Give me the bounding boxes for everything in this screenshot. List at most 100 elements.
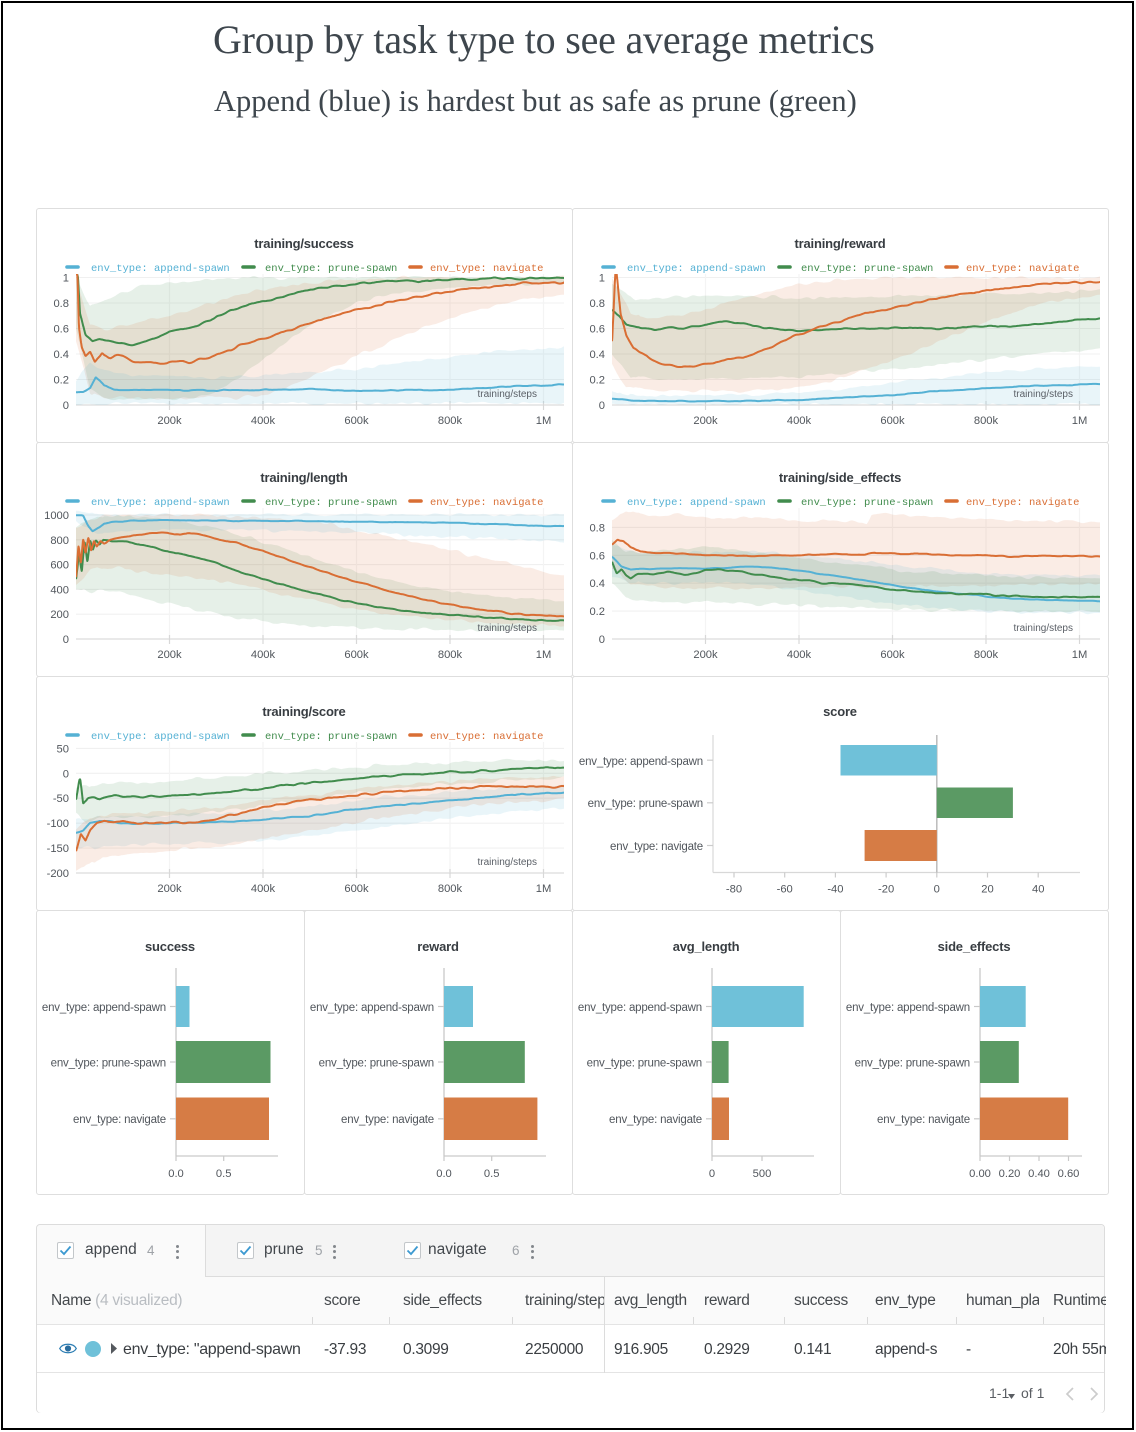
svg-text:0.60: 0.60 [1058, 1168, 1080, 1180]
svg-text:-60: -60 [777, 884, 793, 896]
svg-text:600k: 600k [344, 415, 369, 427]
svg-text:500: 500 [753, 1168, 772, 1180]
svg-text:0.5: 0.5 [216, 1168, 232, 1180]
svg-text:600k: 600k [344, 883, 369, 895]
svg-text:0: 0 [934, 884, 940, 896]
svg-text:env_type: navigate: env_type: navigate [430, 497, 543, 509]
svg-text:-50: -50 [53, 793, 69, 805]
svg-text:training/length: training/length [260, 470, 348, 485]
svg-text:0.6: 0.6 [589, 550, 605, 562]
svg-text:0.8: 0.8 [589, 298, 605, 310]
svg-text:env_type: navigate: env_type: navigate [877, 1114, 970, 1126]
svg-text:-80: -80 [726, 884, 742, 896]
svg-text:0: 0 [599, 400, 605, 412]
svg-text:1M: 1M [1072, 415, 1088, 427]
svg-text:0.4: 0.4 [589, 578, 605, 590]
svg-text:env_type: prune-spawn: env_type: prune-spawn [588, 798, 703, 810]
svg-text:training/steps: training/steps [478, 623, 537, 634]
svg-text:avg_length: avg_length [673, 939, 740, 954]
svg-text:training/steps: training/steps [1014, 623, 1073, 634]
svg-text:env_type: prune-spawn: env_type: prune-spawn [587, 1058, 702, 1070]
svg-text:env_type: navigate: env_type: navigate [966, 497, 1079, 509]
svg-text:200: 200 [50, 609, 69, 621]
svg-text:800k: 800k [974, 415, 999, 427]
svg-text:-150: -150 [47, 843, 69, 855]
svg-text:800k: 800k [974, 649, 999, 661]
svg-text:env_type: append-spawn: env_type: append-spawn [91, 263, 230, 275]
svg-text:env_type: prune-spawn: env_type: prune-spawn [265, 263, 397, 275]
svg-text:1M: 1M [1072, 649, 1088, 661]
svg-text:training/steps: training/steps [478, 389, 537, 400]
svg-text:0: 0 [709, 1168, 715, 1180]
svg-text:0: 0 [63, 634, 69, 646]
svg-text:0.8: 0.8 [53, 298, 69, 310]
svg-text:training/steps: training/steps [1014, 389, 1073, 400]
svg-text:0.0: 0.0 [436, 1168, 452, 1180]
svg-text:600k: 600k [344, 649, 369, 661]
svg-text:800k: 800k [438, 649, 463, 661]
svg-text:200k: 200k [693, 649, 718, 661]
svg-text:0.40: 0.40 [1028, 1168, 1050, 1180]
svg-text:env_type: append-spawn: env_type: append-spawn [578, 1002, 702, 1014]
svg-text:200k: 200k [157, 649, 182, 661]
svg-text:training/side_effects: training/side_effects [779, 470, 901, 485]
svg-text:400k: 400k [787, 649, 812, 661]
svg-text:800k: 800k [438, 883, 463, 895]
svg-text:1000: 1000 [44, 510, 69, 522]
svg-text:env_type: navigate: env_type: navigate [430, 263, 543, 275]
svg-text:0.00: 0.00 [969, 1168, 991, 1180]
svg-text:side_effects: side_effects [938, 939, 1011, 954]
svg-text:training/reward: training/reward [795, 236, 886, 251]
svg-text:400: 400 [50, 584, 69, 596]
svg-text:env_type: prune-spawn: env_type: prune-spawn [855, 1058, 970, 1070]
svg-text:env_type: prune-spawn: env_type: prune-spawn [319, 1058, 434, 1070]
svg-text:50: 50 [57, 743, 69, 755]
svg-text:400k: 400k [787, 415, 812, 427]
svg-text:0.4: 0.4 [589, 349, 605, 361]
svg-text:env_type: append-spawn: env_type: append-spawn [846, 1002, 970, 1014]
svg-text:env_type: navigate: env_type: navigate [610, 841, 703, 853]
svg-text:env_type: navigate: env_type: navigate [341, 1114, 434, 1126]
svg-text:0: 0 [63, 400, 69, 412]
svg-text:-200: -200 [47, 868, 69, 880]
svg-text:env_type: append-spawn: env_type: append-spawn [310, 1002, 434, 1014]
svg-text:400k: 400k [251, 415, 276, 427]
svg-text:200k: 200k [157, 415, 182, 427]
svg-text:0.6: 0.6 [589, 324, 605, 336]
svg-text:training/score: training/score [262, 704, 345, 719]
svg-text:0.5: 0.5 [484, 1168, 500, 1180]
svg-text:200k: 200k [693, 415, 718, 427]
svg-text:0.2: 0.2 [53, 375, 69, 387]
svg-text:0.20: 0.20 [999, 1168, 1021, 1180]
svg-text:env_type: append-spawn: env_type: append-spawn [579, 756, 703, 768]
svg-text:env_type: navigate: env_type: navigate [73, 1114, 166, 1126]
svg-text:env_type: append-spawn: env_type: append-spawn [627, 497, 766, 509]
svg-text:-100: -100 [47, 818, 69, 830]
svg-text:reward: reward [417, 939, 459, 954]
svg-text:success: success [145, 939, 195, 954]
svg-text:0.8: 0.8 [589, 522, 605, 534]
svg-text:env_type: prune-spawn: env_type: prune-spawn [51, 1058, 166, 1070]
svg-text:0.4: 0.4 [53, 349, 69, 361]
svg-text:1M: 1M [536, 415, 552, 427]
svg-text:1M: 1M [536, 883, 552, 895]
svg-text:0.2: 0.2 [589, 606, 605, 618]
svg-text:env_type: prune-spawn: env_type: prune-spawn [265, 731, 397, 743]
svg-text:0: 0 [63, 768, 69, 780]
svg-text:1: 1 [63, 273, 69, 285]
svg-text:training/success: training/success [254, 236, 353, 251]
svg-text:-40: -40 [827, 884, 843, 896]
svg-text:20: 20 [981, 884, 993, 896]
svg-text:0.2: 0.2 [589, 375, 605, 387]
svg-text:env_type: navigate: env_type: navigate [966, 263, 1079, 275]
svg-text:200k: 200k [157, 883, 182, 895]
svg-text:env_type: append-spawn: env_type: append-spawn [42, 1002, 166, 1014]
svg-text:600k: 600k [880, 415, 905, 427]
svg-text:env_type: prune-spawn: env_type: prune-spawn [265, 497, 397, 509]
svg-text:400k: 400k [251, 649, 276, 661]
svg-text:400k: 400k [251, 883, 276, 895]
svg-text:training/steps: training/steps [478, 857, 537, 868]
svg-text:600: 600 [50, 560, 69, 572]
svg-text:0.6: 0.6 [53, 324, 69, 336]
svg-text:env_type: append-spawn: env_type: append-spawn [91, 497, 230, 509]
